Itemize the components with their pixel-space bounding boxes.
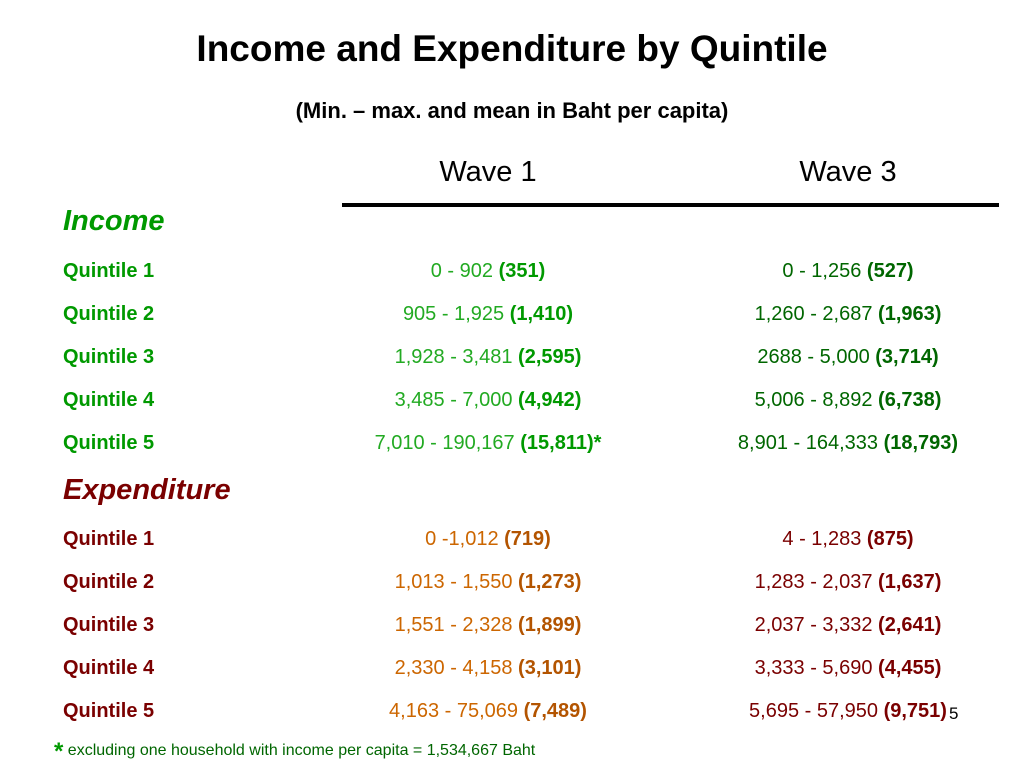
- row-label: Quintile 5: [63, 700, 155, 722]
- wave-1-cell: 0 -1,012 (719): [425, 528, 551, 550]
- income-row: Quintile 4 3,485 - 7,000 (4,942) 5,006 -…: [0, 389, 1024, 419]
- wave-3-cell: 8,901 - 164,333 (18,793): [737, 432, 959, 454]
- row-label: Quintile 4: [63, 657, 155, 679]
- row-label: Quintile 4: [63, 389, 155, 411]
- row-label: Quintile 2: [63, 303, 155, 325]
- income-row: Quintile 5 7,010 - 190,167 (15,811)* 8,9…: [0, 432, 1024, 462]
- wave-1-cell: 0 - 902 (351): [430, 260, 546, 282]
- row-label: Quintile 1: [63, 260, 155, 282]
- wave-3-cell: 1,260 - 2,687 (1,963): [754, 303, 942, 325]
- wave-1-cell: 2,330 - 4,158 (3,101): [394, 657, 582, 679]
- wave-1-cell: 3,485 - 7,000 (4,942): [394, 389, 582, 411]
- expenditure-row: Quintile 1 0 -1,012 (719) 4 - 1,283 (875…: [0, 528, 1024, 558]
- wave-3-cell: 0 - 1,256 (527): [782, 260, 914, 282]
- wave-3-cell: 3,333 - 5,690 (4,455): [754, 657, 942, 679]
- wave-1-cell: 905 - 1,925 (1,410): [402, 303, 574, 325]
- footnote: * excluding one household with income pe…: [54, 738, 535, 766]
- income-section-heading: Income: [63, 205, 165, 237]
- row-label: Quintile 1: [63, 528, 155, 550]
- wave-1-cell: 4,163 - 75,069 (7,489): [389, 700, 587, 722]
- slide-title: Income and Expenditure by Quintile: [196, 28, 828, 69]
- footnote-asterisk: *: [54, 738, 64, 765]
- wave-1-cell: 1,928 - 3,481 (2,595): [394, 346, 582, 368]
- row-label: Quintile 2: [63, 571, 155, 593]
- expenditure-row: Quintile 2 1,013 - 1,550 (1,273) 1,283 -…: [0, 571, 1024, 601]
- row-label: Quintile 5: [63, 432, 155, 454]
- expenditure-section-heading: Expenditure: [63, 474, 231, 506]
- wave-3-cell: 1,283 - 2,037 (1,637): [754, 571, 942, 593]
- income-row: Quintile 1 0 - 902 (351) 0 - 1,256 (527): [0, 260, 1024, 290]
- wave-3-cell: 4 - 1,283 (875): [782, 528, 914, 550]
- column-header-wave-1: Wave 1: [439, 156, 537, 188]
- expenditure-row: Quintile 3 1,551 - 2,328 (1,899) 2,037 -…: [0, 614, 1024, 644]
- page-number: 5: [949, 704, 959, 723]
- footnote-text: excluding one household with income per …: [67, 742, 536, 759]
- wave-1-cell: 1,551 - 2,328 (1,899): [394, 614, 582, 636]
- slide-subtitle: (Min. – max. and mean in Baht per capita…: [295, 98, 729, 123]
- wave-3-cell: 5,695 - 57,950 (9,751): [749, 700, 947, 722]
- wave-3-cell: 2,037 - 3,332 (2,641): [754, 614, 942, 636]
- wave-1-cell: 7,010 - 190,167 (15,811)*: [374, 432, 602, 454]
- column-header-wave-3: Wave 3: [799, 156, 897, 188]
- wave-3-cell: 2688 - 5,000 (3,714): [757, 346, 939, 368]
- row-label: Quintile 3: [63, 346, 155, 368]
- income-row: Quintile 3 1,928 - 3,481 (2,595) 2688 - …: [0, 346, 1024, 376]
- income-row: Quintile 2 905 - 1,925 (1,410) 1,260 - 2…: [0, 303, 1024, 333]
- expenditure-row: Quintile 5 4,163 - 75,069 (7,489) 5,695 …: [0, 700, 1024, 730]
- expenditure-row: Quintile 4 2,330 - 4,158 (3,101) 3,333 -…: [0, 657, 1024, 687]
- wave-3-cell: 5,006 - 8,892 (6,738): [754, 389, 942, 411]
- header-rule: [342, 203, 999, 207]
- wave-1-cell: 1,013 - 1,550 (1,273): [394, 571, 582, 593]
- row-label: Quintile 3: [63, 614, 155, 636]
